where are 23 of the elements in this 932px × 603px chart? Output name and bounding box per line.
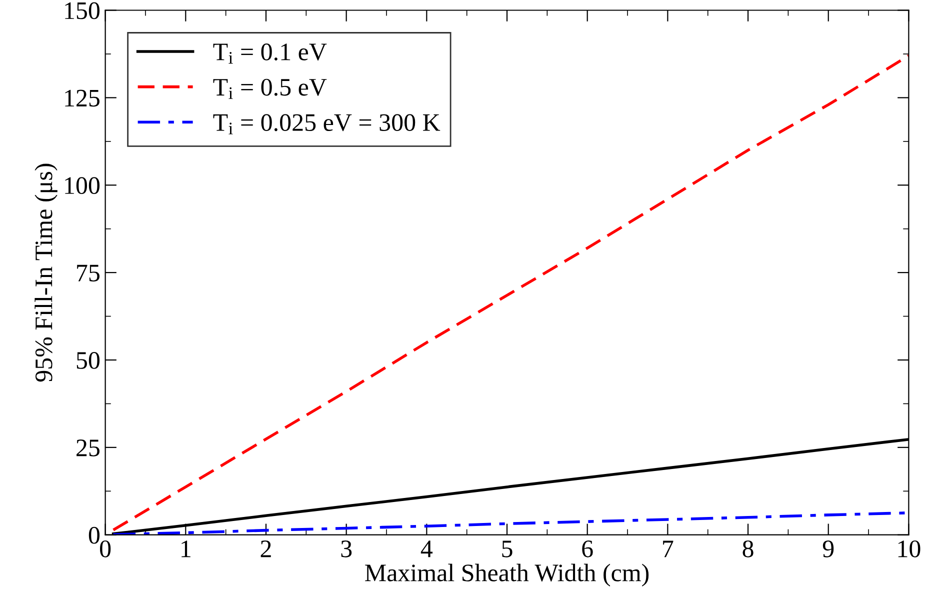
x-tick-label: 4 xyxy=(420,540,433,558)
legend-label: T$_{i}$ = 0.025 eV = 300 K xyxy=(213,114,440,134)
x-tick-label: 3 xyxy=(341,540,352,558)
y-axis-title: 95% Fill-In Time (μs) xyxy=(34,164,58,382)
legend-label: T$_{i}$ = 0.1 eV xyxy=(213,44,327,64)
y-tick-label: 0 xyxy=(88,526,100,544)
y-tick-label: 125 xyxy=(65,90,100,107)
x-tick-label: 2 xyxy=(260,540,271,558)
x-tick-label: 5 xyxy=(502,540,512,558)
legend-label: T$_{i}$ = 0.5 eV xyxy=(213,78,327,99)
x-tick-label: 7 xyxy=(663,540,674,558)
y-tick-label: 150 xyxy=(65,2,100,20)
y-tick-label: 25 xyxy=(76,440,100,456)
x-axis-title: Maximal Sheath Width (cm) xyxy=(365,564,649,586)
x-tick-label: 9 xyxy=(822,540,834,558)
x-tick-label: 0 xyxy=(100,540,111,558)
y-tick-label: 75 xyxy=(77,264,100,282)
x-tick-label: 8 xyxy=(742,540,754,558)
y-tick-label: 100 xyxy=(65,177,100,194)
x-tick-label: 6 xyxy=(582,540,593,558)
y-tick-label: 50 xyxy=(76,352,100,369)
x-tick-label: 10 xyxy=(898,540,920,558)
x-tick-label: 1 xyxy=(182,540,190,558)
